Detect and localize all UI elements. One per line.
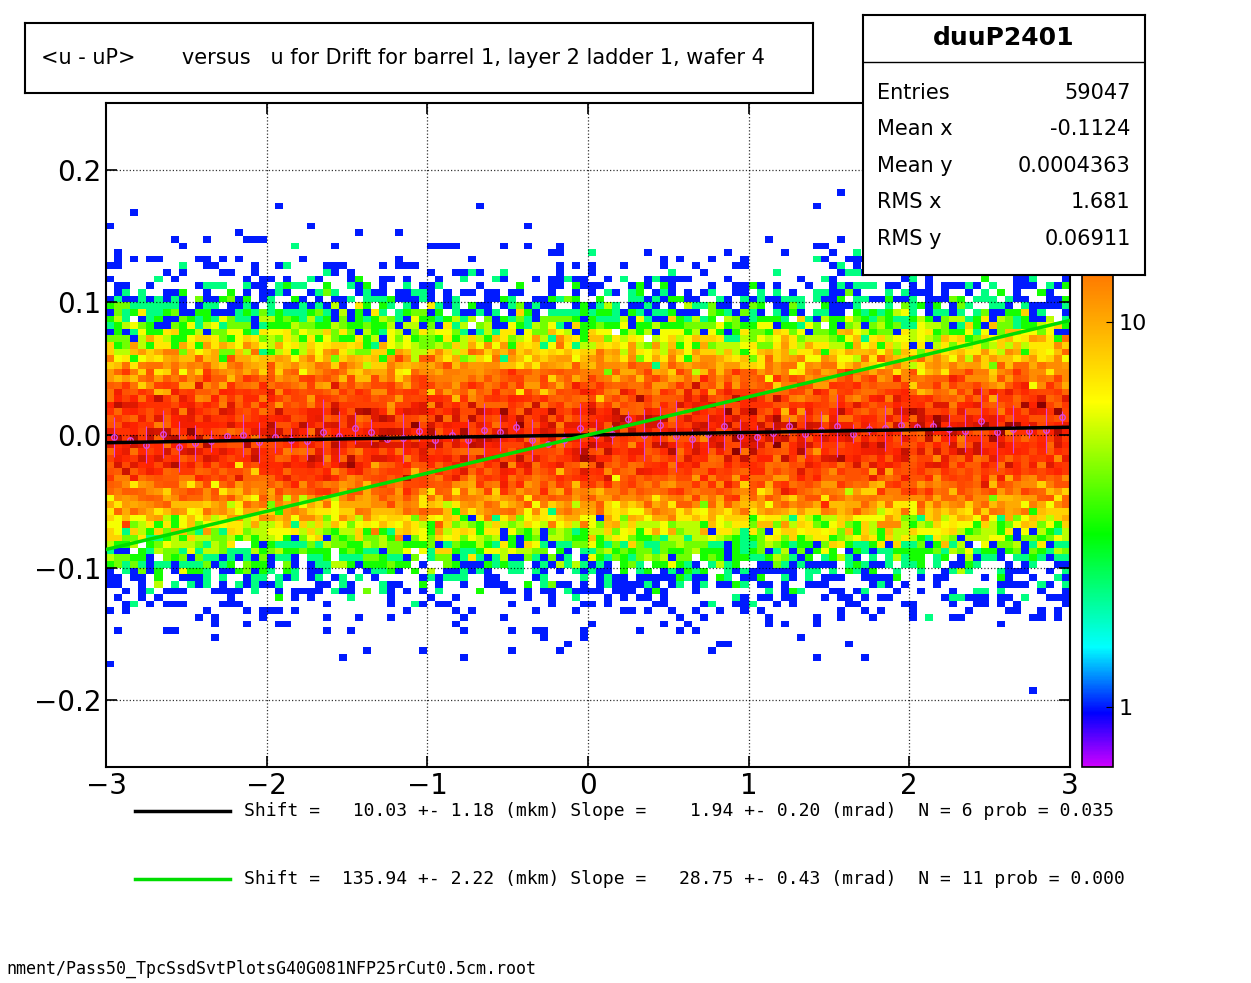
Text: 0.06911: 0.06911	[1045, 229, 1131, 249]
Text: Entries: Entries	[877, 83, 950, 103]
Text: Mean y: Mean y	[877, 156, 953, 176]
Text: Mean x: Mean x	[877, 119, 953, 140]
Text: <u - uP>       versus   u for Drift for barrel 1, layer 2 ladder 1, wafer 4: <u - uP> versus u for Drift for barrel 1…	[41, 48, 764, 68]
Text: RMS y: RMS y	[877, 229, 942, 249]
Text: duuP2401: duuP2401	[933, 27, 1075, 50]
Text: RMS x: RMS x	[877, 193, 942, 212]
Text: nment/Pass50_TpcSsdSvtPlotsG40G081NFP25rCut0.5cm.root: nment/Pass50_TpcSsdSvtPlotsG40G081NFP25r…	[6, 959, 537, 978]
Text: 0.0004363: 0.0004363	[1018, 156, 1131, 176]
Text: Shift =  135.94 +- 2.22 (mkm) Slope =   28.75 +- 0.43 (mrad)  N = 11 prob = 0.00: Shift = 135.94 +- 2.22 (mkm) Slope = 28.…	[244, 870, 1125, 889]
Text: 59047: 59047	[1065, 83, 1131, 103]
Text: Shift =   10.03 +- 1.18 (mkm) Slope =    1.94 +- 0.20 (mrad)  N = 6 prob = 0.035: Shift = 10.03 +- 1.18 (mkm) Slope = 1.94…	[244, 802, 1115, 821]
Text: -0.1124: -0.1124	[1051, 119, 1131, 140]
Text: 1.681: 1.681	[1071, 193, 1131, 212]
